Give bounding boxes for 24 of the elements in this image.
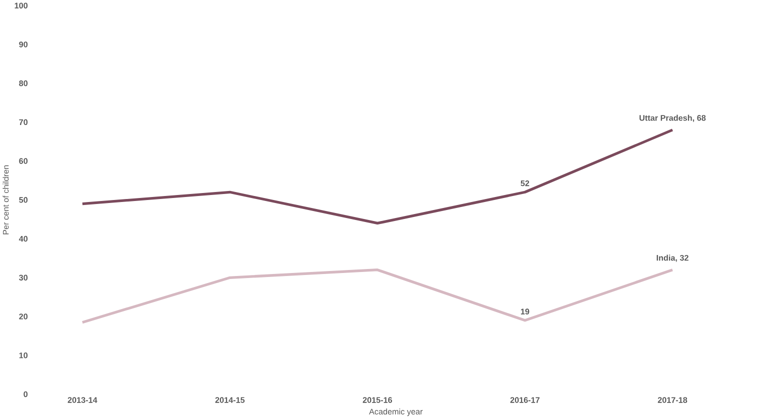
data-label: 52 — [520, 180, 530, 186]
line-series — [81, 268, 674, 324]
y-tick-label: 90 — [19, 42, 28, 48]
y-tick-label: 10 — [19, 352, 28, 358]
x-tick-label: 2016-17 — [510, 397, 540, 403]
y-tick-label: 40 — [18, 236, 28, 242]
x-axis-title: Academic year — [369, 408, 423, 416]
x-tick-label: 2014-15 — [215, 397, 245, 403]
annotation: Uttar Pradesh, 68 — [640, 114, 706, 122]
y-tick-label: 30 — [19, 274, 28, 281]
x-tick-label: 2017-18 — [658, 397, 688, 403]
annotation: India, 32 — [656, 254, 688, 262]
y-tick-label: 100 — [14, 2, 28, 9]
y-axis-title: Per cent of children — [2, 166, 9, 234]
line-series — [81, 128, 674, 225]
y-tick-label: 0 — [24, 391, 28, 398]
y-tick-label: 20 — [19, 314, 28, 320]
x-tick-label: 2015-16 — [362, 397, 392, 403]
data-label: 19 — [520, 308, 530, 315]
y-tick-label: 50 — [19, 197, 28, 203]
y-tick-label: 80 — [19, 80, 28, 86]
y-tick-label: 60 — [19, 158, 28, 164]
y-tick-label: 70 — [19, 119, 28, 126]
x-tick-label: 2013-14 — [68, 397, 98, 404]
